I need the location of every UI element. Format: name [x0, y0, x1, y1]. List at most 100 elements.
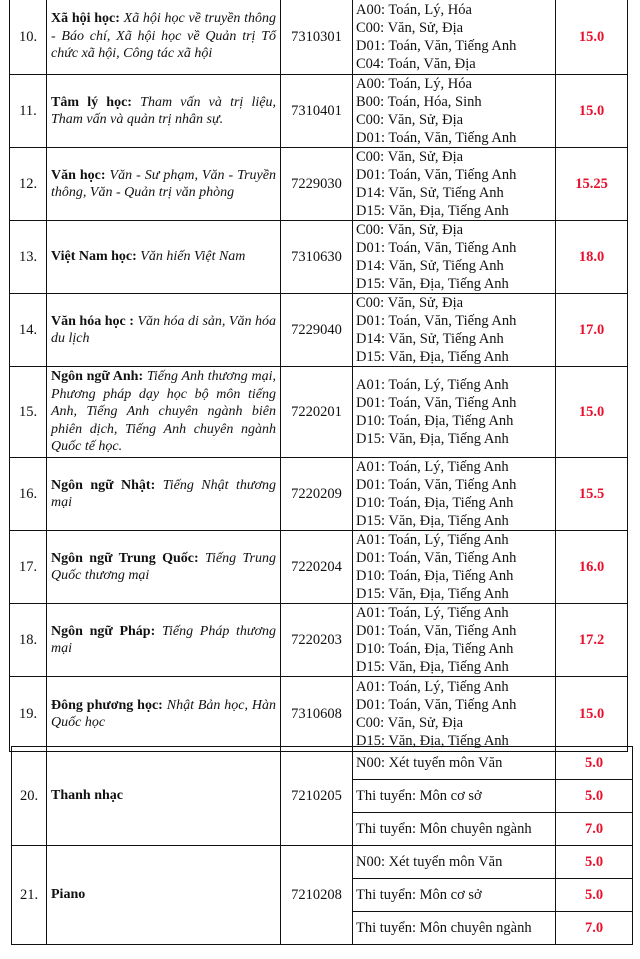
subject-combinations: A01: Toán, Lý, Tiếng Anh D01: Toán, Văn, …: [352, 676, 556, 752]
table-row: 17. Ngôn ngữ Trung Quốc: Tiếng Trung Quốc…: [9, 530, 628, 604]
major-name: Việt Nam học:: [51, 249, 137, 265]
subject-combination: D15: Văn, Địa, Tiếng Anh: [356, 513, 509, 529]
major-name: Thanh nhạc: [51, 788, 123, 804]
subject-combination: D01: Toán, Văn, Tiếng Anh: [356, 37, 517, 54]
subject-combination: D15: Văn, Địa, Tiếng Anh: [356, 659, 509, 675]
major-specializations: Tham vấn và trị liệu, Tham vấn và quản t…: [51, 94, 276, 128]
subject-combination: D15: Văn, Địa, Tiếng Anh: [356, 203, 509, 219]
subject-combination: Thi tuyển: Môn cơ sở: [352, 779, 556, 813]
cutoff-score: 18.0: [555, 220, 628, 294]
subject-combination: D15: Văn, Địa, Tiếng Anh: [356, 431, 509, 447]
table-row: Thi tuyển: Môn chuyên ngành 7.0: [12, 812, 633, 846]
major-name-cell: Xã hội học: Xã hội học về truyền thông -…: [46, 0, 281, 75]
major-name-cell: Văn hóa học : Văn hóa di sản, Văn hóa du…: [46, 293, 281, 367]
subject-combinations: C00: Văn, Sử, Địa D01: Toán, Văn, Tiếng A…: [352, 293, 556, 367]
major-code: 7310630: [280, 220, 353, 294]
cutoff-score: 5.0: [555, 779, 633, 813]
subject-combinations: A01: Toán, Lý, Tiếng Anh D01: Toán, Văn, …: [352, 457, 556, 531]
row-number: 15.: [9, 366, 47, 458]
subject-combination: D15: Văn, Địa, Tiếng Anh: [356, 733, 509, 749]
row-number: 17.: [9, 530, 47, 604]
subject-combination: Thi tuyển: Môn chuyên ngành: [352, 911, 556, 945]
cutoff-score: 15.0: [555, 676, 628, 752]
subject-combination: D15: Văn, Địa, Tiếng Anh: [356, 586, 509, 602]
subject-combination: A01: Toán, Lý, Tiếng Anh: [356, 679, 509, 695]
major-specializations: Văn - Sư phạm, Văn - Truyền thông, Văn -…: [51, 167, 276, 201]
row-number: 10.: [9, 0, 47, 75]
table-row: 20. Thanh nhạc 7210205 N00: Xét tuyển môn V…: [11, 746, 633, 846]
cutoff-score: 15.0: [555, 366, 628, 458]
subject-combinations: C00: Văn, Sử, Địa D01: Toán, Văn, Tiếng A…: [352, 147, 556, 221]
major-name-cell: Ngôn ngữ Pháp: Tiếng Pháp thương mại: [46, 603, 281, 677]
admission-score-table: 10. Xã hội học: Xã hội học về truyền thôn…: [9, 0, 628, 752]
subject-combination: D10: Toán, Địa, Tiếng Anh: [356, 413, 514, 429]
major-code: 7310301: [280, 0, 353, 75]
table-row: 16. Ngôn ngữ Nhật: Tiếng Nhật thương mại 7…: [9, 457, 628, 531]
subject-combination: D01: Toán, Văn, Tiếng Anh: [356, 395, 517, 411]
cutoff-score: 15.0: [555, 74, 628, 148]
table-row: 18. Ngôn ngữ Pháp: Tiếng Pháp thương mại 7…: [9, 603, 628, 677]
major-code: 7220203: [280, 603, 353, 677]
cutoff-score: 5.0: [555, 746, 633, 780]
subject-combination: D01: Toán, Văn, Tiếng Anh: [356, 623, 517, 639]
subject-combination: D01: Toán, Văn, Tiếng Anh: [356, 697, 517, 713]
major-specializations: Tiếng Anh thương mại, Phương pháp dạy họ…: [51, 369, 277, 455]
major-name: Ngôn ngữ Anh:: [51, 369, 144, 385]
subject-combination: D01: Toán, Văn, Tiếng Anh: [356, 167, 517, 183]
cutoff-score: 17.2: [555, 603, 628, 677]
table-row: 11. Tâm lý học: Tham vấn và trị liệu, Tha…: [9, 74, 628, 148]
subject-combination: Thi tuyển: Môn cơ sở: [352, 878, 556, 912]
major-specializations: Nhật Bản học, Hàn Quốc học: [51, 697, 276, 731]
subject-combination: D14: Văn, Sử, Tiếng Anh: [356, 185, 504, 201]
subject-combination: A01: Toán, Lý, Tiếng Anh: [356, 459, 509, 475]
cutoff-score: 15.25: [555, 147, 628, 221]
major-name-cell: Piano: [46, 845, 281, 945]
table-row: 13. Việt Nam học: Văn hiến Việt Nam 731063…: [9, 220, 628, 294]
major-name-cell: Ngôn ngữ Nhật: Tiếng Nhật thương mại: [46, 457, 281, 531]
row-number: 20.: [11, 746, 47, 846]
subject-combinations: A01: Toán, Lý, Tiếng Anh D01: Toán, Văn, …: [352, 530, 556, 604]
table-row: 19. Đông phương học: Nhật Bản học, Hàn Qu…: [9, 676, 628, 752]
subject-combination: N00: Xét tuyển môn Văn: [352, 845, 556, 879]
major-name-cell: Ngôn ngữ Anh: Tiếng Anh thương mại, Phươ…: [46, 366, 281, 458]
subject-combination: N00: Xét tuyển môn Văn: [352, 746, 556, 780]
major-code: 7229040: [280, 293, 353, 367]
subject-combination: C00: Văn, Sử, Địa: [356, 149, 464, 165]
subject-combination: D14: Văn, Sử, Tiếng Anh: [356, 258, 504, 274]
subject-combination: D01: Toán, Văn, Tiếng Anh: [356, 240, 517, 256]
major-code: 7220209: [280, 457, 353, 531]
table-row: 12. Văn học: Văn - Sư phạm, Văn - Truyền …: [9, 147, 628, 221]
major-name-cell: Tâm lý học: Tham vấn và trị liệu, Tham v…: [46, 74, 281, 148]
major-name: Ngôn ngữ Nhật:: [51, 477, 156, 493]
cutoff-score: 17.0: [555, 293, 628, 367]
row-number: 19.: [9, 676, 47, 752]
major-name-cell: Việt Nam học: Văn hiến Việt Nam: [46, 220, 281, 294]
major-code: 7310608: [280, 676, 353, 752]
row-number: 18.: [9, 603, 47, 677]
row-number: 13.: [9, 220, 47, 294]
subject-combination: D15: Văn, Địa, Tiếng Anh: [356, 349, 509, 365]
subject-combination: C00: Văn, Sử, Địa: [356, 222, 464, 238]
major-name: Ngôn ngữ Trung Quốc:: [51, 550, 199, 566]
major-name: Đông phương học:: [51, 697, 163, 713]
cutoff-score: 5.0: [555, 845, 633, 879]
major-name: Xã hội học:: [51, 11, 120, 27]
subject-combination: D15: Văn, Địa, Tiếng Anh: [356, 276, 509, 292]
cutoff-score: 16.0: [555, 530, 628, 604]
major-name-cell: Văn học: Văn - Sư phạm, Văn - Truyền thô…: [46, 147, 281, 221]
subject-combination: D10: Toán, Địa, Tiếng Anh: [356, 641, 514, 657]
cutoff-score: 15.5: [555, 457, 628, 531]
table-row: Thi tuyển: Môn cơ sở 5.0: [12, 779, 633, 813]
major-code: 7220204: [280, 530, 353, 604]
major-code: 7210208: [280, 845, 353, 945]
subject-combination: D01: Toán, Văn, Tiếng Anh: [356, 313, 517, 329]
subject-combination: C00: Văn, Sử, Địa: [356, 112, 464, 128]
subject-combination: Thi tuyển: Môn chuyên ngành: [352, 812, 556, 846]
subject-combination: C04: Toán, Văn, Địa: [356, 55, 476, 72]
major-specializations: Xã hội học về truyền thông - Báo chí, Xã…: [51, 11, 277, 62]
subject-combination: C00: Văn, Sử, Địa: [356, 295, 464, 311]
major-specializations: Tiếng Trung Quốc thương mại: [51, 550, 276, 584]
subject-combination: D01: Toán, Văn, Tiếng Anh: [356, 130, 517, 146]
subject-combinations: A00: Toán, Lý, Hóa B00: Toán, Hóa, Sinh C0…: [352, 74, 556, 148]
subject-combination: D10: Toán, Địa, Tiếng Anh: [356, 495, 514, 511]
